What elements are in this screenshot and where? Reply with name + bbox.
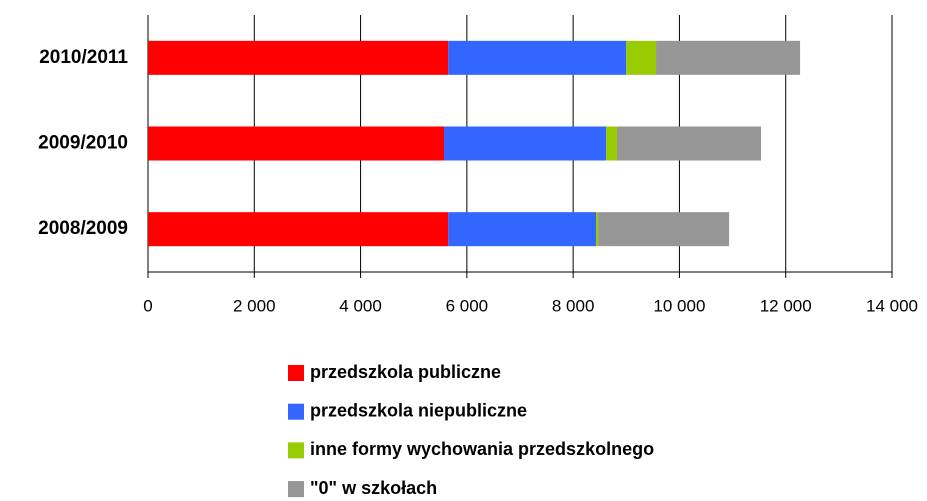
y-tick-label: 2010/2011 [39,47,128,68]
legend-swatch [288,481,304,498]
x-tick-label: 4 000 [339,296,382,315]
bar-segment [616,126,762,161]
x-tick-label: 0 [143,296,152,315]
bar-segment [598,212,730,247]
x-tick-label: 6 000 [446,296,489,315]
bar-segment [148,40,449,75]
bar-segment [606,126,617,161]
bar-segment [656,40,801,75]
legend-label: przedszkola publiczne [310,362,501,382]
legend-label: "0" w szkołach [310,478,437,498]
x-tick-label: 2 000 [233,296,276,315]
x-tick-label: 10 000 [653,296,705,315]
legend-label: inne formy wychowania przedszkolnego [310,439,654,459]
bar-segment [448,40,627,75]
legend-swatch [288,365,304,381]
bar-segment [444,126,607,161]
x-tick-label: 8 000 [552,296,595,315]
y-tick-label: 2008/2009 [38,218,128,239]
x-tick-label: 12 000 [760,296,812,315]
legend-swatch [288,442,304,459]
legend-swatch [288,403,304,420]
legend-label: przedszkola niepubliczne [310,400,527,420]
bar-segment [626,40,657,75]
x-tick-label: 14 000 [866,296,918,315]
bar-segment [448,212,596,247]
bar-segment [595,212,599,247]
bar-segment [148,212,449,247]
y-tick-label: 2009/2010 [38,133,128,154]
bar-segment [148,126,445,161]
